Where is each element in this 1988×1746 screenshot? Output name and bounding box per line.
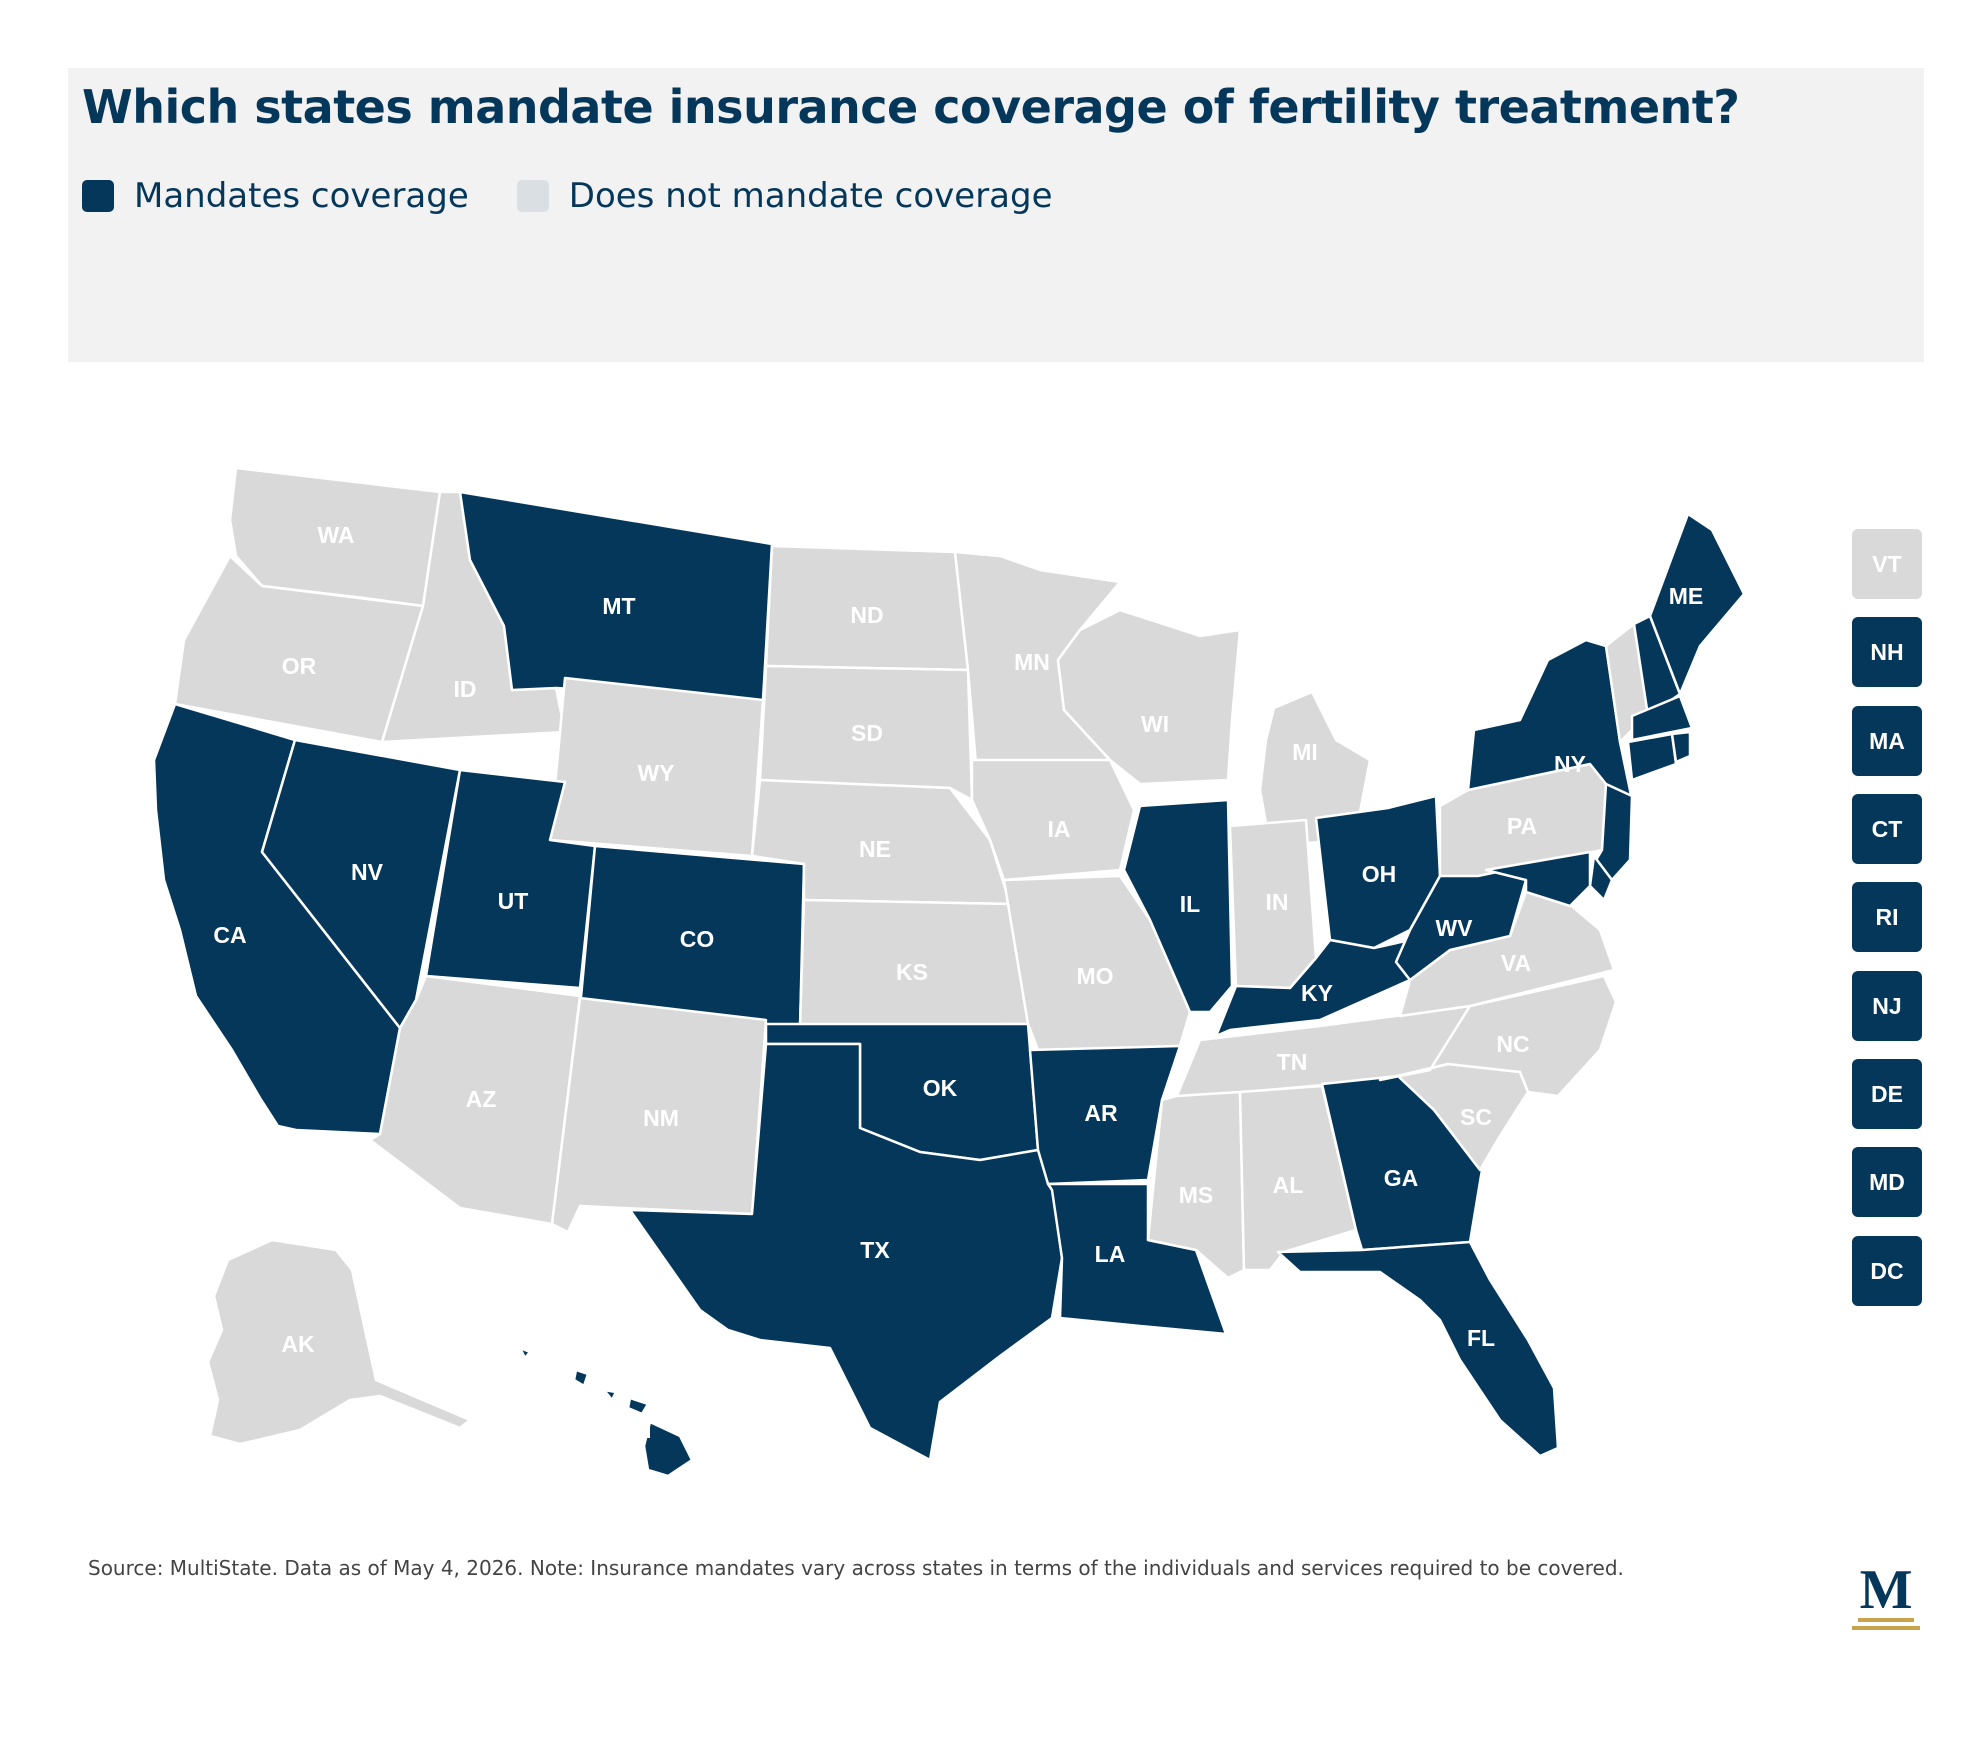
state-label-ak: AK [281,1331,315,1357]
logo-accent-base [1852,1626,1920,1630]
logo-letter: M [1860,1568,1913,1621]
state-label-sc: SC [1460,1104,1492,1130]
state-label-oh: OH [1362,861,1397,887]
state-ri [1670,730,1692,764]
small-state-de: DE [1852,1059,1922,1129]
multistate-logo-icon: M [1852,1568,1920,1630]
state-label-la: LA [1095,1241,1126,1267]
state-sd [758,664,974,802]
legend-swatch-mandates [82,180,114,212]
state-ia [970,758,1136,882]
logo-accent-bar [1858,1618,1914,1622]
state-label-pa: PA [1507,813,1537,839]
state-label-tx: TX [860,1237,890,1263]
small-state-vt: VT [1852,529,1922,599]
state-ar [1028,1044,1182,1186]
state-label-ky: KY [1301,980,1333,1006]
state-shapes [152,466,1746,1478]
state-nc [1378,974,1618,1098]
small-state-md: MD [1852,1147,1922,1217]
state-label-nd: ND [850,602,883,628]
state-me [1648,512,1746,696]
state-label-ar: AR [1084,1100,1118,1126]
state-labels: WA OR CA ID NV MT WY UT AZ CO NM ND SD N… [213,522,1703,1443]
state-label-il: IL [1180,891,1200,917]
state-label-va: VA [1501,950,1531,976]
small-state-nj: NJ [1852,971,1922,1041]
legend-item-mandates: Mandates coverage [82,176,469,216]
state-label-ia: IA [1048,816,1071,842]
state-label-ca: CA [213,922,246,948]
state-label-ut: UT [498,888,529,914]
state-ct [1626,732,1678,782]
source-footnote: Source: MultiState. Data as of May 4, 20… [88,1556,1624,1580]
state-label-hi: HI [629,1417,652,1443]
state-label-az: AZ [466,1086,497,1112]
state-label-id: ID [454,676,477,702]
state-label-or: OR [282,653,317,679]
state-label-wy: WY [637,760,674,786]
state-label-al: AL [1273,1172,1304,1198]
small-state-ct: CT [1852,794,1922,864]
small-state-dc: DC [1852,1236,1922,1306]
state-label-nv: NV [351,859,384,885]
header-panel [68,68,1924,362]
state-md [1484,850,1592,908]
state-label-ok: OK [923,1075,958,1101]
state-la [1046,1182,1228,1336]
chart-title: Which states mandate insurance coverage … [82,80,1740,134]
legend-label-no-mandate: Does not mandate coverage [568,176,1053,216]
state-tx [628,1042,1064,1462]
state-label-nc: NC [1496,1031,1529,1057]
small-state-nh: NH [1852,617,1922,687]
state-de [1588,854,1614,902]
state-label-sd: SD [851,720,883,746]
state-label-mn: MN [1014,649,1050,675]
small-state-ri: RI [1852,882,1922,952]
small-state-ma: MA [1852,706,1922,776]
state-label-ks: KS [896,959,928,985]
state-ma [1630,694,1694,742]
state-label-mt: MT [602,593,635,619]
legend-item-no-mandate: Does not mandate coverage [516,176,1053,216]
state-il [1122,798,1234,1014]
state-label-mo: MO [1076,963,1113,989]
state-label-ny: NY [1554,751,1586,777]
legend-swatch-no-mandate [516,180,549,212]
state-label-wv: WV [1435,915,1473,941]
state-label-me: ME [1669,583,1704,609]
state-label-nm: NM [643,1105,679,1131]
state-label-co: CO [680,926,715,952]
legend: Mandates coverage Does not mandate cover… [82,176,1053,216]
state-label-mi: MI [1292,739,1318,765]
state-fl [1276,1240,1560,1458]
state-label-wi: WI [1141,711,1169,737]
state-wi [1056,608,1242,786]
legend-label-mandates: Mandates coverage [134,176,469,216]
state-label-ga: GA [1384,1165,1419,1191]
state-label-tn: TN [1277,1049,1308,1075]
state-label-wa: WA [317,522,354,548]
state-nm [550,996,768,1234]
state-hi [518,1346,694,1478]
state-label-ne: NE [859,836,891,862]
state-label-fl: FL [1467,1325,1495,1351]
state-ak [206,1238,472,1446]
state-label-in: IN [1266,889,1289,915]
state-label-ms: MS [1179,1182,1214,1208]
